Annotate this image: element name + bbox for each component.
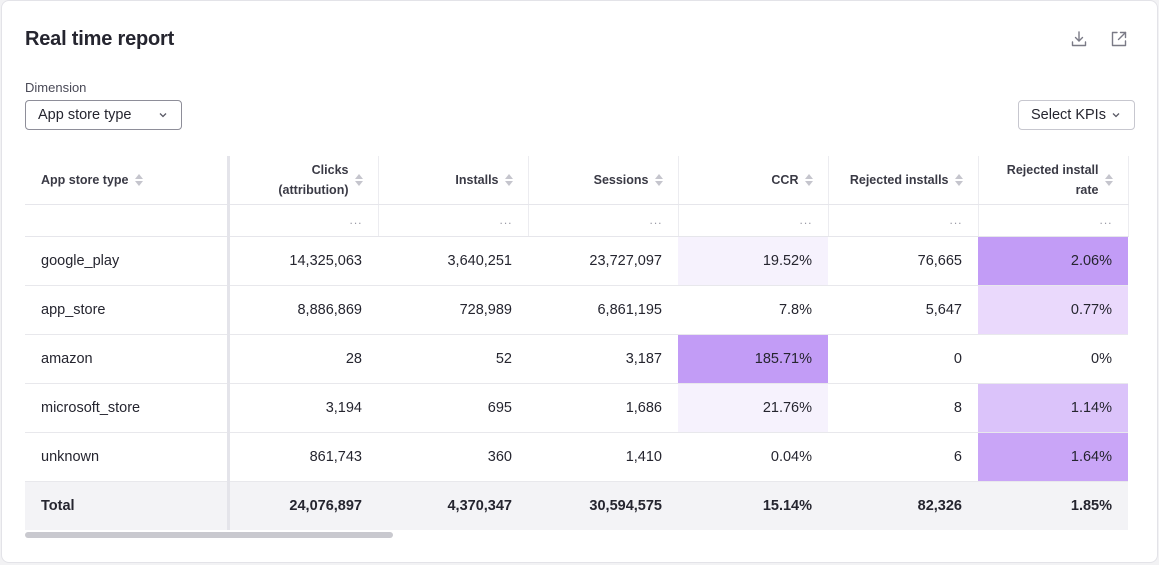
sort-icon[interactable]	[134, 173, 143, 186]
filter-cell[interactable]: ...	[378, 204, 529, 237]
filter-cell[interactable]: ...	[978, 204, 1129, 237]
cell-sessions: 6,861,195	[528, 285, 678, 335]
page-title: Real time report	[25, 28, 175, 50]
cell-store: google_play	[25, 236, 230, 286]
cell-ccr: 19.52%	[678, 236, 828, 286]
cell-installs: 52	[378, 334, 528, 384]
total-ccr: 15.14%	[678, 481, 828, 530]
column-header-label: App store type	[41, 172, 129, 187]
column-header-installs[interactable]: Installs	[378, 156, 529, 205]
cell-sessions: 1,410	[528, 432, 678, 482]
cell-clicks: 14,325,063	[228, 236, 378, 286]
table-row: app_store 8,886,869 728,989 6,861,195 7.…	[25, 285, 1128, 335]
column-header-label: Clicks	[311, 162, 349, 177]
filter-row: ... ... ... ... ... ...	[25, 204, 1129, 237]
total-installs: 4,370,347	[378, 481, 528, 530]
sort-icon[interactable]	[1104, 173, 1113, 186]
column-header-sessions[interactable]: Sessions	[528, 156, 679, 205]
filter-cell	[25, 204, 230, 237]
select-kpis-dropdown[interactable]: Select KPIs	[1018, 100, 1135, 130]
horizontal-scrollbar[interactable]	[25, 532, 393, 538]
column-header-label: Rejected installs	[849, 172, 949, 187]
total-sessions: 30,594,575	[528, 481, 678, 530]
cell-clicks: 28	[228, 334, 378, 384]
column-header-app-store-type[interactable]: App store type	[25, 156, 230, 205]
filter-cell[interactable]: ...	[528, 204, 679, 237]
filter-cell[interactable]: ...	[228, 204, 379, 237]
cell-rejected-install-rate: 0%	[978, 334, 1128, 384]
cell-store: microsoft_store	[25, 383, 230, 433]
column-header-label: Rejected install	[1006, 162, 1099, 177]
cell-rejected-installs: 76,665	[828, 236, 978, 286]
select-kpis-label: Select KPIs	[1031, 107, 1106, 123]
chevron-down-icon	[1110, 109, 1122, 121]
column-header-label: Installs	[455, 172, 499, 187]
dimension-label: Dimension	[25, 80, 87, 95]
total-rejected-install-rate: 1.85%	[978, 481, 1128, 530]
sort-icon[interactable]	[804, 173, 813, 186]
report-table-container: App store type Clicks (attribution) Insta…	[25, 156, 1136, 531]
sort-icon[interactable]	[354, 173, 363, 186]
cell-sessions: 23,727,097	[528, 236, 678, 286]
table-header-row: App store type Clicks (attribution) Insta…	[25, 156, 1129, 205]
sort-icon[interactable]	[954, 173, 963, 186]
sort-icon[interactable]	[504, 173, 513, 186]
export-icon[interactable]	[1108, 28, 1130, 50]
table-row: microsoft_store 3,194 695 1,686 21.76% 8…	[25, 383, 1128, 433]
cell-store: amazon	[25, 334, 230, 384]
column-header-label-line2: rate	[1075, 182, 1099, 197]
cell-clicks: 861,743	[228, 432, 378, 482]
column-header-label: Sessions	[593, 172, 649, 187]
cell-sessions: 1,686	[528, 383, 678, 433]
table-row: unknown 861,743 360 1,410 0.04% 6 1.64%	[25, 432, 1128, 482]
cell-ccr: 0.04%	[678, 432, 828, 482]
cell-store: unknown	[25, 432, 230, 482]
cell-rejected-installs: 8	[828, 383, 978, 433]
dimension-select-value: App store type	[38, 107, 132, 123]
column-header-label-line2: (attribution)	[278, 182, 349, 197]
cell-rejected-installs: 0	[828, 334, 978, 384]
column-header-rejected-installs[interactable]: Rejected installs	[828, 156, 979, 205]
cell-installs: 695	[378, 383, 528, 433]
total-rejected-installs: 82,326	[828, 481, 978, 530]
total-clicks: 24,076,897	[228, 481, 378, 530]
filter-cell[interactable]: ...	[678, 204, 829, 237]
sort-icon[interactable]	[654, 173, 663, 186]
column-header-clicks[interactable]: Clicks (attribution)	[228, 156, 379, 205]
cell-rejected-installs: 5,647	[828, 285, 978, 335]
cell-sessions: 3,187	[528, 334, 678, 384]
cell-clicks: 8,886,869	[228, 285, 378, 335]
cell-store: app_store	[25, 285, 230, 335]
total-label: Total	[25, 481, 230, 530]
filter-cell[interactable]: ...	[828, 204, 979, 237]
report-table: App store type Clicks (attribution) Insta…	[25, 156, 1129, 530]
cell-rejected-install-rate: 1.64%	[978, 432, 1128, 482]
cell-ccr: 21.76%	[678, 383, 828, 433]
table-row: google_play 14,325,063 3,640,251 23,727,…	[25, 236, 1128, 286]
cell-rejected-install-rate: 0.77%	[978, 285, 1128, 335]
column-header-rejected-install-rate[interactable]: Rejected install rate	[978, 156, 1129, 205]
chevron-down-icon	[157, 109, 169, 121]
column-header-label: CCR	[771, 172, 799, 187]
column-header-ccr[interactable]: CCR	[678, 156, 829, 205]
cell-installs: 3,640,251	[378, 236, 528, 286]
dimension-select[interactable]: App store type	[25, 100, 182, 130]
cell-rejected-install-rate: 1.14%	[978, 383, 1128, 433]
cell-installs: 360	[378, 432, 528, 482]
cell-rejected-installs: 6	[828, 432, 978, 482]
cell-installs: 728,989	[378, 285, 528, 335]
table-row: amazon 28 52 3,187 185.71% 0 0%	[25, 334, 1128, 384]
total-row: Total 24,076,897 4,370,347 30,594,575 15…	[25, 481, 1128, 530]
cell-clicks: 3,194	[228, 383, 378, 433]
cell-ccr: 7.8%	[678, 285, 828, 335]
cell-ccr: 185.71%	[678, 334, 828, 384]
download-icon[interactable]	[1068, 28, 1090, 50]
cell-rejected-install-rate: 2.06%	[978, 236, 1128, 286]
